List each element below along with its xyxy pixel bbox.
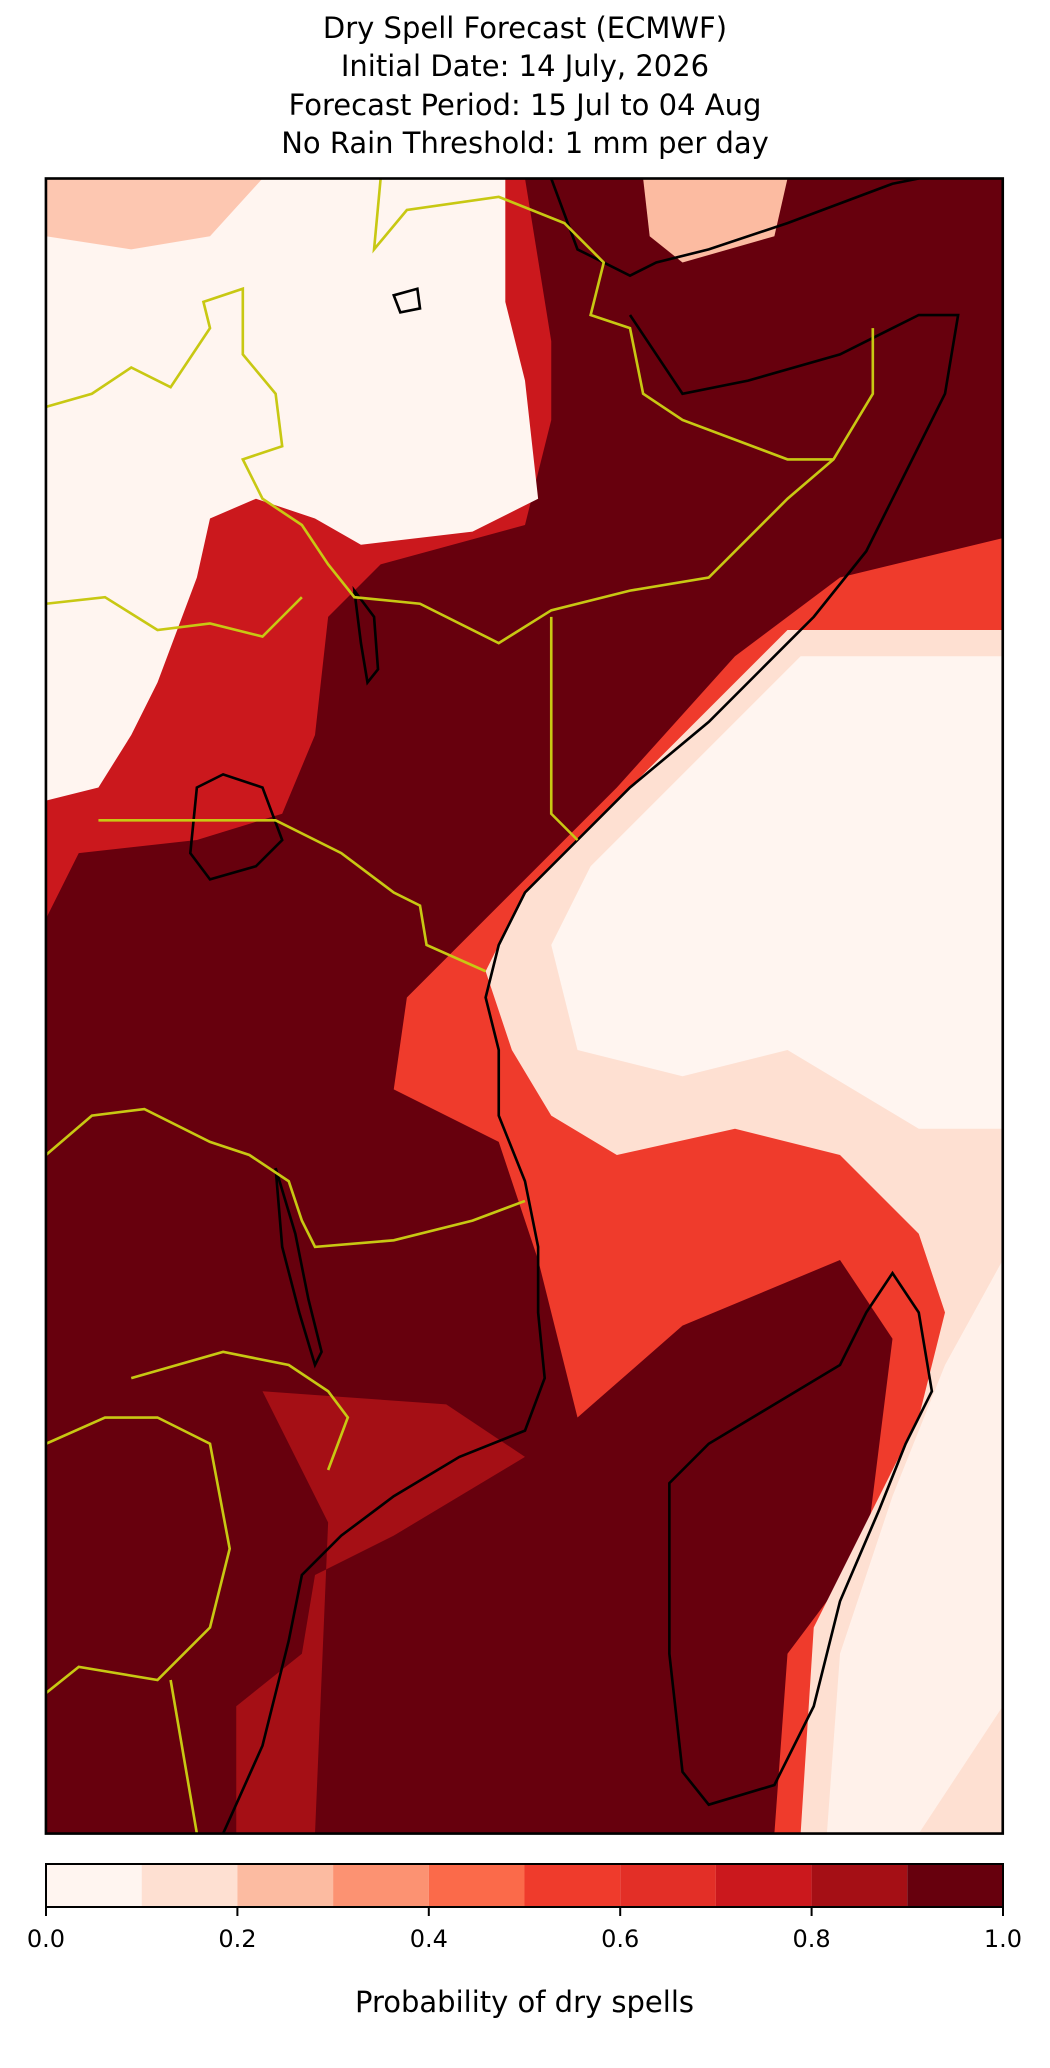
pale-zone bbox=[551, 656, 1003, 1129]
colorbar-segment bbox=[428, 1864, 525, 1907]
border bbox=[45, 178, 875, 1834]
colorbar-segment bbox=[141, 1864, 238, 1907]
title-line: Dry Spell Forecast (ECMWF) bbox=[323, 11, 727, 45]
colorbar-segment bbox=[907, 1864, 1003, 1907]
colorbar-tick-label: 0.2 bbox=[218, 1925, 256, 1953]
pale-zone bbox=[826, 1260, 1003, 1834]
colorbar-label: Probability of dry spells bbox=[355, 1985, 694, 2019]
colorbar-segment bbox=[333, 1864, 429, 1907]
colorbar-segment bbox=[620, 1864, 716, 1907]
title-line: Initial Date: 14 July, 2026 bbox=[341, 49, 709, 83]
colorbar-segment bbox=[237, 1864, 334, 1907]
colorbar-tick-label: 0.8 bbox=[793, 1925, 831, 1953]
colorbar: 0.0 0.2 0.4 0.6 0.8 1.0 Probability of dry spe… bbox=[27, 1863, 1022, 2019]
colorbar-segment bbox=[46, 1864, 142, 1907]
colorbar-frame bbox=[45, 1863, 1004, 1908]
pale-zone bbox=[45, 178, 263, 250]
title: Dry Spell Forecast (ECMWF) Initial Date:… bbox=[281, 11, 769, 160]
colorbar-segment bbox=[715, 1864, 812, 1907]
colorbar-tick-label: 0.6 bbox=[601, 1925, 639, 1953]
map-frame bbox=[44, 177, 1005, 1835]
pale-zone bbox=[643, 178, 788, 263]
pale-zone bbox=[45, 178, 539, 801]
colorbar-tick-label: 1.0 bbox=[984, 1925, 1022, 1953]
colorbar-segment bbox=[524, 1864, 621, 1907]
colorbar-tick-label: 0.0 bbox=[27, 1925, 65, 1953]
map bbox=[44, 177, 1005, 1835]
coastline bbox=[188, 178, 960, 1834]
title-line: No Rain Threshold: 1 mm per day bbox=[281, 126, 769, 160]
transition-zone bbox=[236, 1391, 525, 1834]
colorbar-tick-label: 0.4 bbox=[410, 1925, 448, 1953]
colorbar-segment bbox=[811, 1864, 908, 1907]
title-line: Forecast Period: 15 Jul to 04 Aug bbox=[289, 88, 762, 122]
